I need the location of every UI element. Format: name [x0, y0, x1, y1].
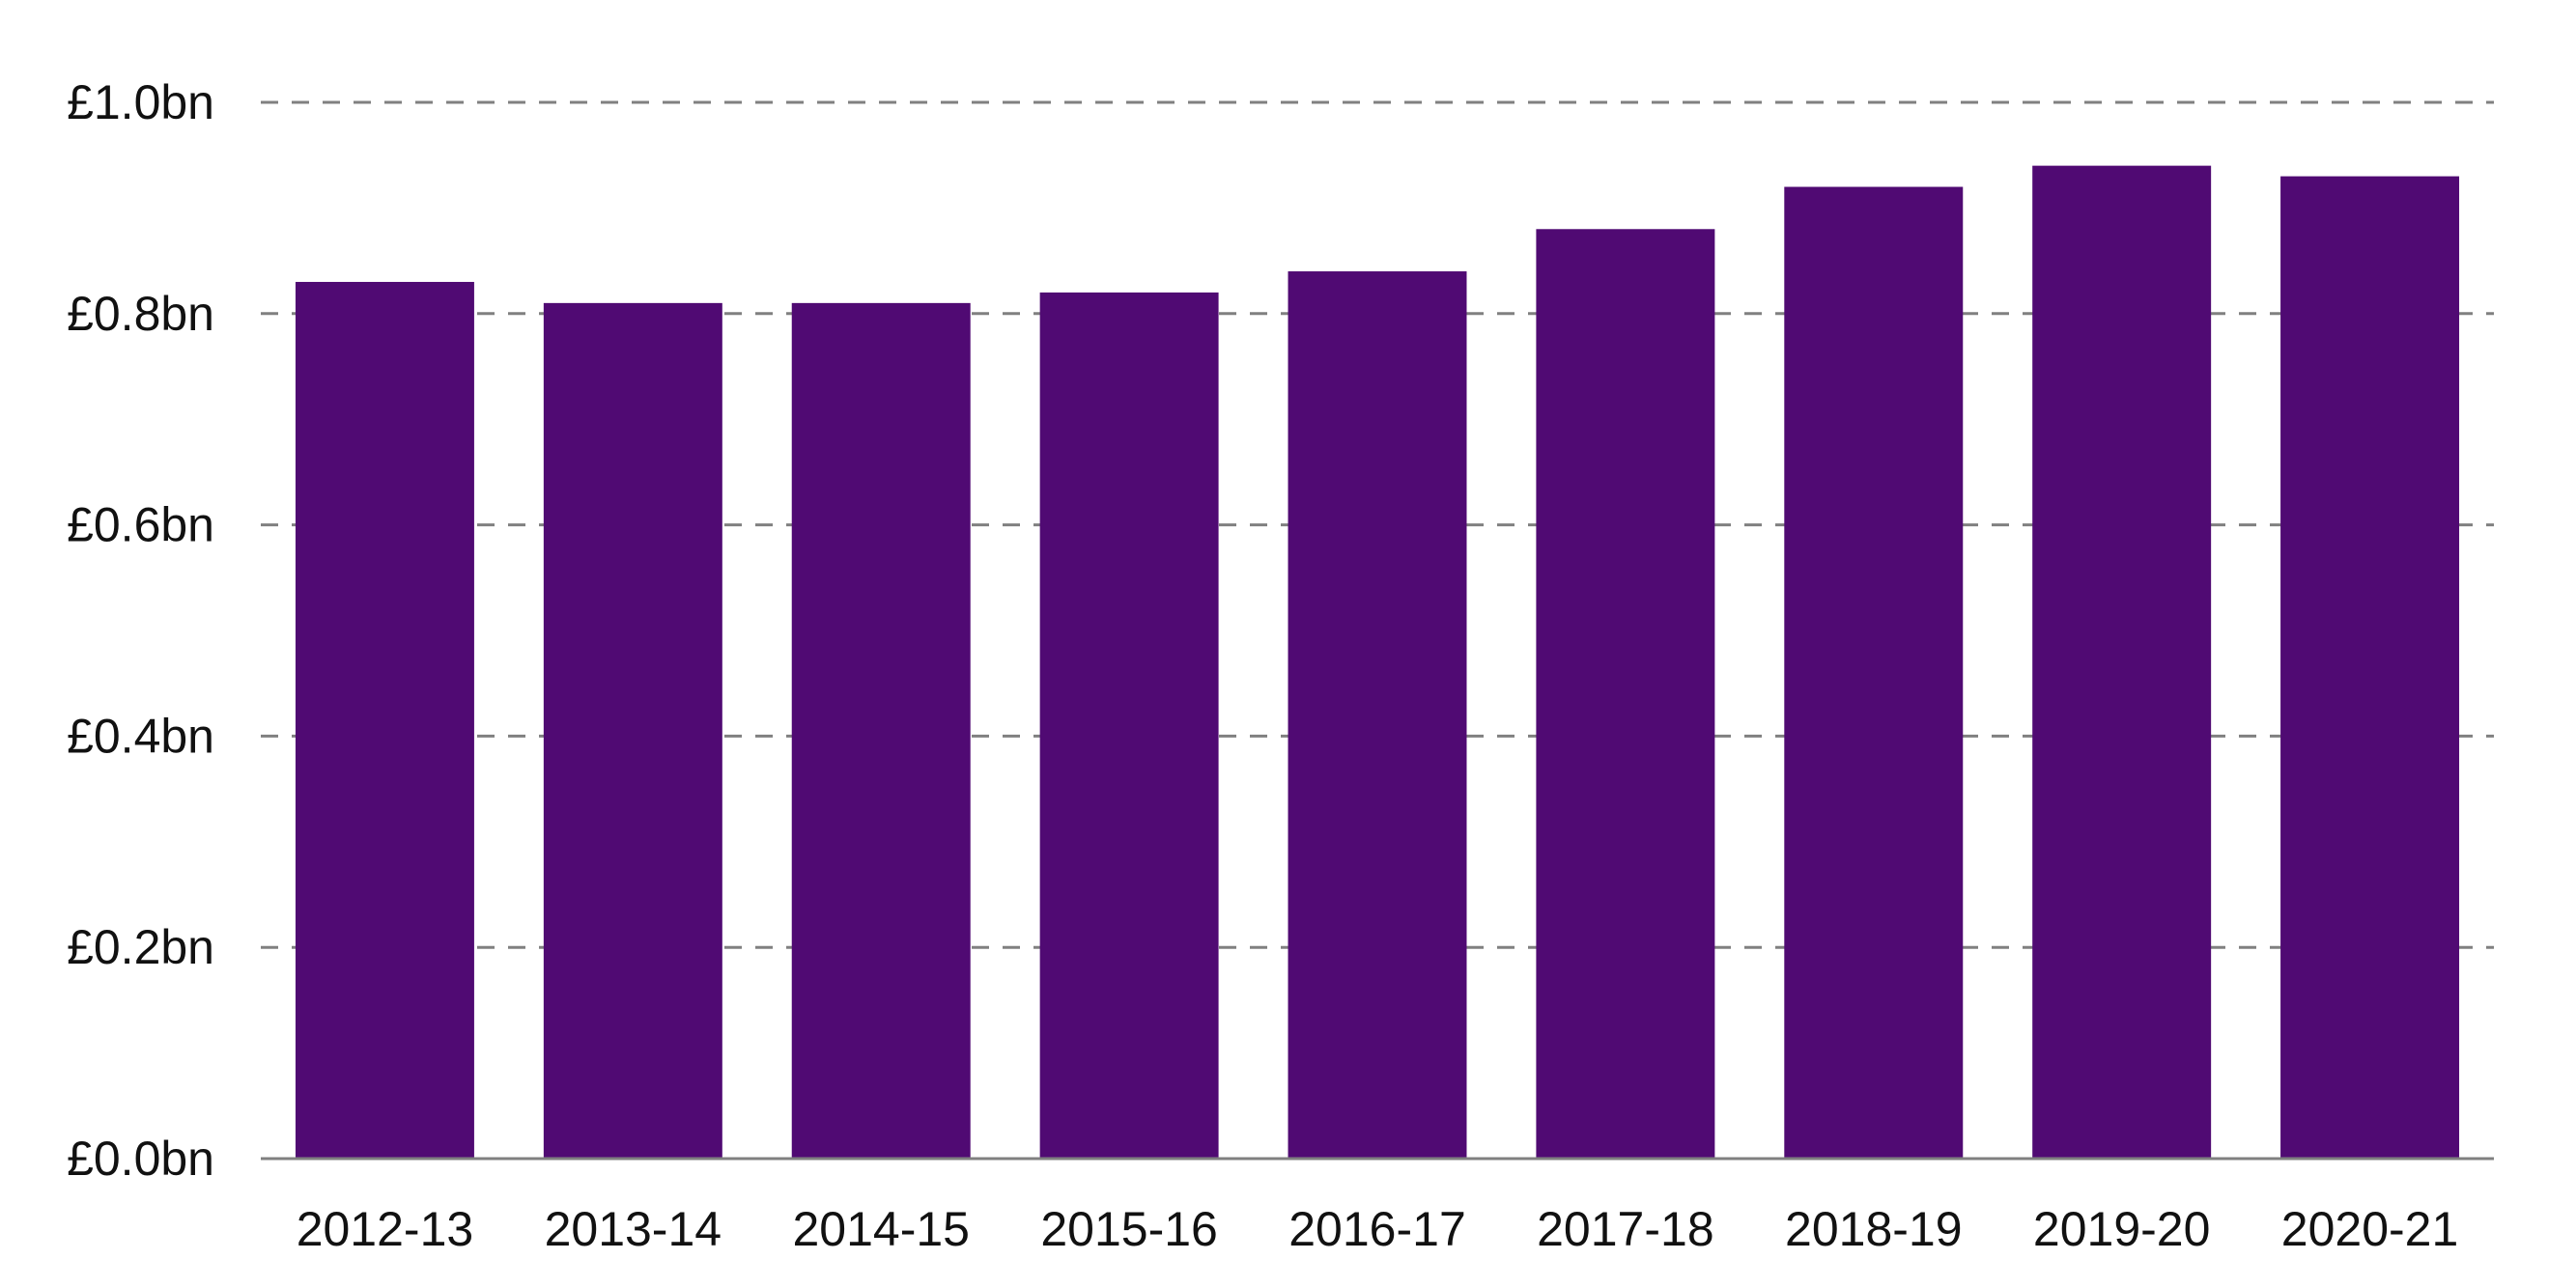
bar-2014-15 [791, 302, 971, 1159]
y-tick-label: £0.2bn [67, 920, 214, 974]
x-tick-label: 2012-13 [297, 1202, 474, 1256]
y-tick-label: £0.4bn [67, 709, 214, 763]
bar-2013-14 [543, 302, 722, 1159]
bar-2015-16 [1039, 292, 1219, 1159]
x-tick-label: 2013-14 [545, 1202, 722, 1256]
y-tick-label: £0.6bn [67, 498, 214, 552]
bar-2020-21 [2280, 176, 2460, 1159]
bar-2016-17 [1288, 271, 1467, 1159]
y-tick-label: £1.0bn [67, 75, 214, 129]
bar-2019-20 [2032, 165, 2212, 1159]
x-tick-label: 2014-15 [792, 1202, 970, 1256]
y-tick-label: £0.0bn [67, 1132, 214, 1186]
y-axis-tick-labels: £0.0bn £0.2bn £0.4bn £0.6bn £0.8bn £1.0bn [67, 75, 214, 1186]
bar-2018-19 [1784, 186, 1964, 1159]
bar-2017-18 [1536, 229, 1715, 1159]
x-tick-label: 2016-17 [1288, 1202, 1466, 1256]
bar-2012-13 [295, 281, 474, 1160]
x-tick-label: 2018-19 [1785, 1202, 1963, 1256]
x-tick-label: 2019-20 [2033, 1202, 2211, 1256]
x-axis-tick-labels: 2012-13 2013-14 2014-15 2015-16 2016-17 2017-… [297, 1202, 2459, 1256]
x-tick-label: 2017-18 [1537, 1202, 1714, 1256]
bars [295, 165, 2460, 1160]
y-tick-label: £0.8bn [67, 287, 214, 341]
x-tick-label: 2020-21 [2281, 1202, 2459, 1256]
x-tick-label: 2015-16 [1040, 1202, 1218, 1256]
